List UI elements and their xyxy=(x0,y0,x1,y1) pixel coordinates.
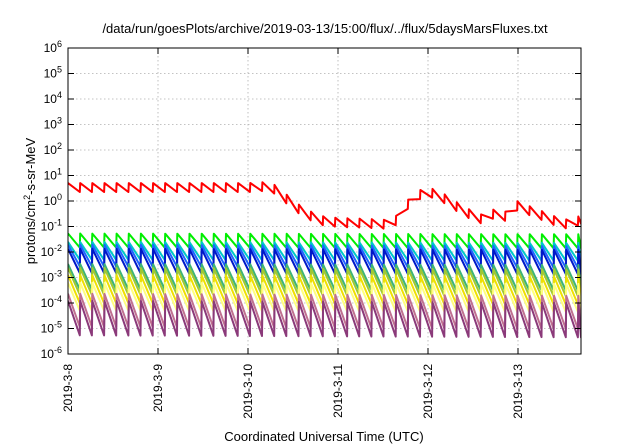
y-axis-label-sup: 2 xyxy=(22,195,32,200)
y-tick-label: 102 xyxy=(44,141,62,157)
y-tick-label: 101 xyxy=(44,167,62,183)
x-axis-label: Coordinated Universal Time (UTC) xyxy=(224,429,423,444)
y-tick-label: 104 xyxy=(44,90,62,106)
y-tick-label: 10-3 xyxy=(41,269,62,285)
x-tick-label: 2019-3-8 xyxy=(61,364,75,412)
y-tick-label: 100 xyxy=(44,192,62,208)
series-line-11 xyxy=(68,299,581,339)
y-axis-label-base: protons/cm xyxy=(23,200,38,264)
y-axis: 10-6 10-5 10-4 10-3 10-2 10-1 100 101 102 103 104 1… xyxy=(41,39,581,361)
x-axis: 2019-3-8 2019-3-9 2019-3-10 2019-3-11 2019-3… xyxy=(61,48,525,419)
series-line-5 xyxy=(68,247,581,276)
x-tick-label: 2019-3-9 xyxy=(151,364,165,412)
y-tick-label: 10-2 xyxy=(41,243,62,259)
chart-title: /data/run/goesPlots/archive/2019-03-13/1… xyxy=(102,21,548,36)
y-tick-label: 103 xyxy=(44,116,62,132)
y-axis-label: protons/cm2-s-sr-MeV xyxy=(22,137,38,264)
y-tick-label: 10-5 xyxy=(41,320,62,336)
series-line-2 xyxy=(68,232,581,250)
series-group xyxy=(68,181,581,339)
y-tick-label: 106 xyxy=(44,39,62,55)
x-tick-label: 2019-3-12 xyxy=(421,364,435,419)
y-axis-label-rest: -s-sr-MeV xyxy=(23,137,38,194)
y-tick-label: 10-4 xyxy=(41,294,62,310)
x-tick-label: 2019-3-11 xyxy=(331,364,345,418)
series-line-1 xyxy=(68,181,581,230)
y-tick-label: 105 xyxy=(44,65,62,81)
y-tick-label: 10-6 xyxy=(41,345,62,361)
y-tick-label: 10-1 xyxy=(41,218,62,234)
x-tick-label: 2019-3-10 xyxy=(241,364,255,419)
x-tick-label: 2019-3-13 xyxy=(511,364,525,419)
